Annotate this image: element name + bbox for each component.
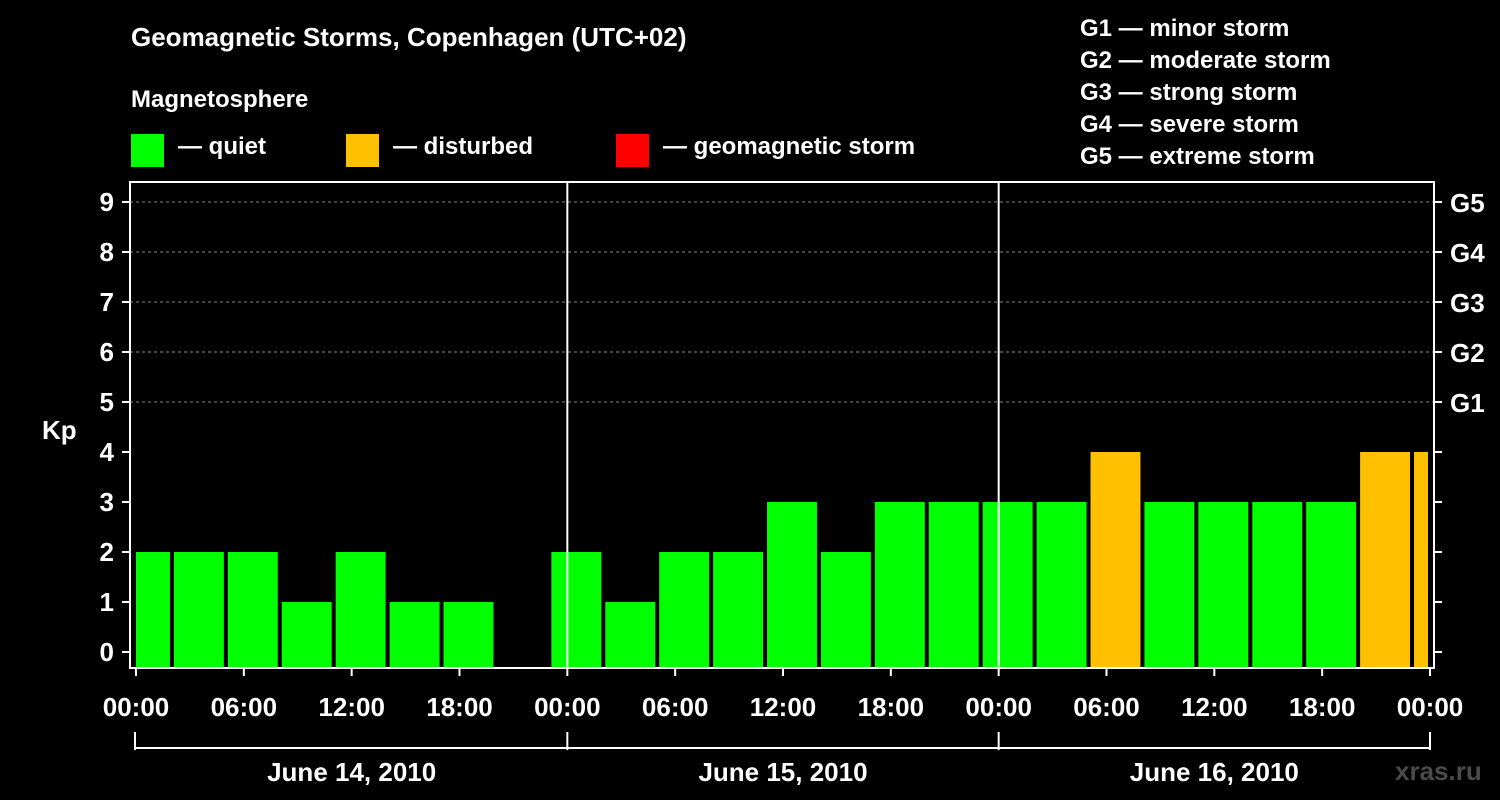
legend-swatch-storm [616,134,649,167]
x-tick-label: 06:00 [211,692,278,722]
bar [1144,502,1195,668]
axis-labels: 0 1 2 3 4 5 6 7 8 9 G1 G2 G3 G4 G5 Kp 00:00 06:00 12:00 18:… [42,187,1485,787]
x-tick-label: 12:00 [1181,692,1248,722]
bar [389,602,440,668]
x-tick-label: 06:00 [1073,692,1140,722]
bar [605,602,656,668]
x-tick-label: 00:00 [534,692,601,722]
x-tick-label: 18:00 [426,692,493,722]
storm-scale-g3: G3 — strong storm [1080,79,1298,106]
bar [443,602,494,668]
bar [713,552,764,668]
right-axis-label-g1: G1 [1450,388,1485,418]
day-label: June 14, 2010 [267,757,436,787]
legend-swatch-quiet [131,134,164,167]
bar [1306,502,1357,668]
y-tick-label: 3 [100,487,114,517]
x-tick-label: 00:00 [103,692,170,722]
y-tick-label: 4 [100,437,115,467]
y-tick-label: 6 [100,337,114,367]
bar [1198,502,1249,668]
storm-scale-g2: G2 — moderate storm [1080,47,1331,74]
bar [227,552,278,668]
x-tick-label: 00:00 [1397,692,1464,722]
y-tick-label: 5 [100,387,114,417]
bar [281,602,332,668]
chart-title: Geomagnetic Storms, Copenhagen (UTC+02) [131,22,687,52]
watermark: xras.ru [1395,756,1482,786]
right-axis-label-g5: G5 [1450,188,1485,218]
x-tick-label: 06:00 [642,692,709,722]
x-tick-label: 18:00 [858,692,925,722]
storm-scale-g1: G1 — minor storm [1080,15,1290,42]
bar [136,552,170,668]
y-tick-label: 0 [100,637,114,667]
bar [874,502,925,668]
y-tick-label: 1 [100,587,114,617]
day-label: June 15, 2010 [698,757,867,787]
gridlines [130,201,1434,403]
storm-scale-g5: G5 — extreme storm [1080,143,1315,170]
bars [136,452,1428,668]
bar [767,502,817,668]
bar [551,552,602,668]
bar [820,552,871,668]
bar [1252,502,1303,668]
legend-heading: Magnetosphere [131,86,309,113]
right-axis-label-g2: G2 [1450,338,1485,368]
legend-label-storm: — geomagnetic storm [663,133,916,160]
y-axis-title: Kp [42,415,77,445]
bar [1360,452,1411,668]
y-tick-label: 8 [100,237,114,267]
y-tick-label: 9 [100,187,114,217]
x-tick-label: 12:00 [750,692,817,722]
y-tick-label: 7 [100,287,114,317]
bar [1414,452,1428,668]
bar [1090,452,1141,668]
bar [928,502,979,668]
day-label: June 16, 2010 [1130,757,1299,787]
legend-label-quiet: — quiet [178,133,266,160]
bar [659,552,710,668]
legend-swatch-disturbed [346,134,379,167]
bar [982,502,1033,668]
bar [1036,502,1087,668]
y-tick-label: 2 [100,537,114,567]
storm-scale-g4: G4 — severe storm [1080,111,1299,138]
right-axis-label-g4: G4 [1450,238,1485,268]
x-tick-label: 00:00 [965,692,1032,722]
right-axis-label-g3: G3 [1450,288,1485,318]
legend-label-disturbed: — disturbed [393,133,534,160]
bar [173,552,224,668]
x-tick-label: 18:00 [1289,692,1356,722]
axes [122,181,1442,750]
bar [335,552,386,668]
x-tick-label: 12:00 [318,692,385,722]
